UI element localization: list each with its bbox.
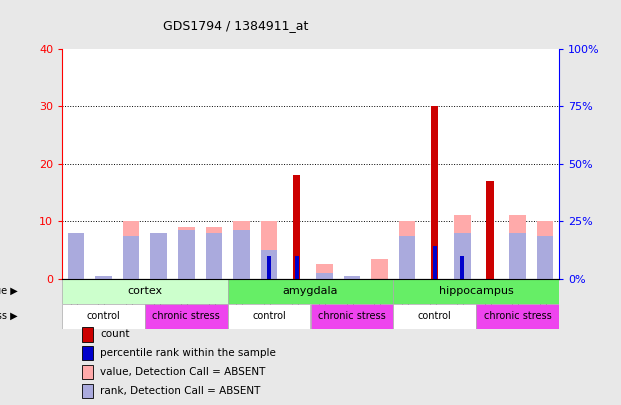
- Bar: [316, 273, 333, 279]
- Bar: [393, 279, 559, 304]
- Bar: [95, 276, 112, 279]
- Bar: [399, 236, 415, 279]
- Bar: [150, 232, 167, 279]
- Text: hippocampus: hippocampus: [438, 286, 514, 296]
- Bar: [228, 304, 310, 328]
- Bar: [537, 221, 553, 279]
- Bar: [399, 221, 415, 279]
- Bar: [537, 236, 553, 279]
- Bar: [371, 258, 388, 279]
- Text: stress ▶: stress ▶: [0, 311, 17, 321]
- Bar: [486, 181, 494, 279]
- Text: chronic stress: chronic stress: [152, 311, 220, 321]
- Bar: [233, 221, 250, 279]
- Bar: [206, 227, 222, 279]
- Bar: [433, 247, 437, 279]
- Bar: [267, 256, 271, 279]
- Bar: [393, 304, 476, 328]
- Text: tissue ▶: tissue ▶: [0, 286, 17, 296]
- Bar: [68, 232, 84, 279]
- Text: rank, Detection Call = ABSENT: rank, Detection Call = ABSENT: [101, 386, 261, 396]
- Bar: [123, 221, 139, 279]
- Bar: [82, 327, 93, 342]
- Text: count: count: [101, 329, 130, 339]
- Bar: [261, 250, 278, 279]
- Bar: [178, 227, 194, 279]
- Bar: [82, 346, 93, 360]
- Bar: [62, 279, 228, 304]
- Text: control: control: [86, 311, 120, 321]
- Text: value, Detection Call = ABSENT: value, Detection Call = ABSENT: [101, 367, 266, 377]
- Bar: [123, 236, 139, 279]
- Text: GDS1794 / 1384911_at: GDS1794 / 1384911_at: [163, 19, 309, 32]
- Bar: [82, 365, 93, 379]
- Bar: [233, 230, 250, 279]
- Bar: [316, 264, 333, 279]
- Bar: [261, 221, 278, 279]
- Bar: [228, 279, 393, 304]
- Bar: [509, 232, 526, 279]
- Bar: [454, 232, 471, 279]
- Text: amygdala: amygdala: [283, 286, 338, 296]
- Bar: [150, 232, 167, 279]
- Bar: [206, 232, 222, 279]
- Text: chronic stress: chronic stress: [318, 311, 386, 321]
- Bar: [310, 304, 393, 328]
- Text: chronic stress: chronic stress: [484, 311, 551, 321]
- Text: control: control: [418, 311, 451, 321]
- Bar: [454, 215, 471, 279]
- Bar: [460, 256, 465, 279]
- Bar: [343, 276, 360, 279]
- Text: control: control: [252, 311, 286, 321]
- Bar: [145, 304, 228, 328]
- Bar: [293, 175, 301, 279]
- Bar: [62, 304, 145, 328]
- Bar: [294, 256, 299, 279]
- Bar: [68, 232, 84, 279]
- Bar: [476, 304, 559, 328]
- Bar: [509, 215, 526, 279]
- Bar: [95, 276, 112, 279]
- Bar: [343, 276, 360, 279]
- Bar: [178, 230, 194, 279]
- Text: percentile rank within the sample: percentile rank within the sample: [101, 348, 276, 358]
- Text: cortex: cortex: [127, 286, 163, 296]
- Bar: [431, 106, 438, 279]
- Bar: [82, 384, 93, 398]
